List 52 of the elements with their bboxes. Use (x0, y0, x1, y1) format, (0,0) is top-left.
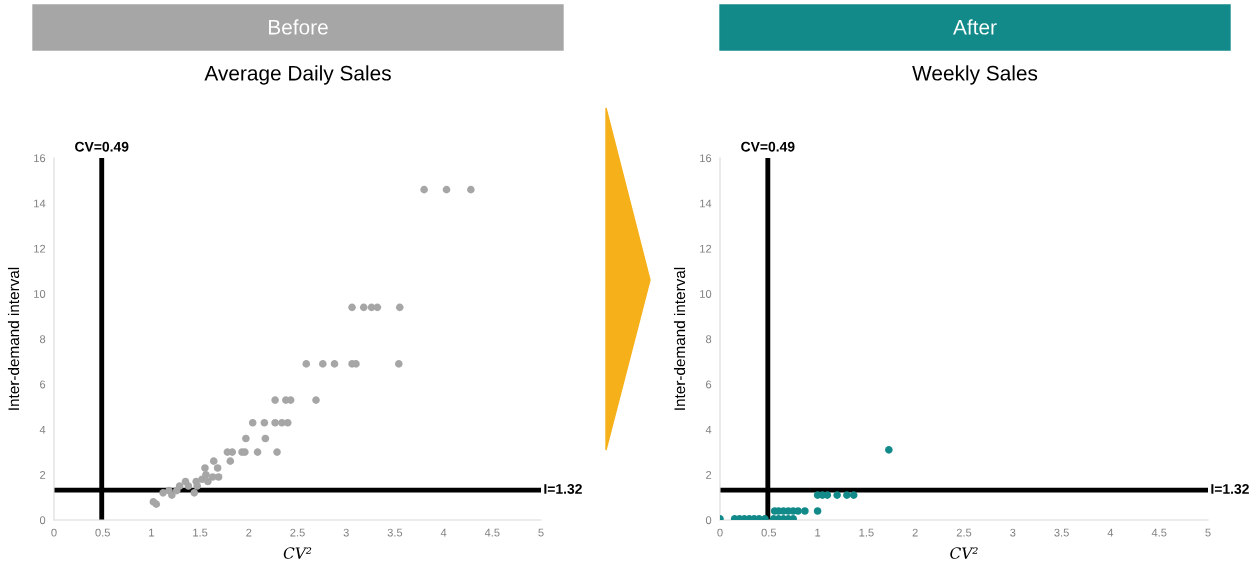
y-tick-label: 8 (39, 335, 46, 344)
x-tick-label: 2.5 (956, 528, 972, 537)
x-tick-label: 5 (1205, 528, 1211, 537)
x-tick-label: 4 (1107, 528, 1114, 537)
x-tick-label: 4 (440, 528, 447, 537)
y-tick-label: 4 (39, 425, 46, 434)
ref-line-label: I=1.32 (544, 484, 582, 494)
x-tick-label: 1.5 (859, 528, 874, 537)
y-tick-label: 0 (705, 516, 712, 525)
x-tick-label: 3.5 (387, 528, 403, 537)
y-tick-label: 6 (706, 380, 712, 389)
chart-subtitle: Average Daily Sales (204, 65, 391, 85)
x-tick-label: 2 (246, 528, 252, 537)
x-tick-label: 3.5 (1054, 528, 1069, 537)
chart-title: Before (269, 19, 328, 35)
x-tick-label: 0.5 (761, 528, 777, 537)
x-tick-label: 5 (538, 528, 544, 537)
y-tick-label: 2 (40, 471, 46, 479)
x-tick-label: 2 (912, 528, 918, 537)
x-tick-label: 1.5 (193, 528, 208, 537)
x-tick-label: 3 (1010, 528, 1016, 537)
x-tick-label: 1 (149, 528, 154, 537)
x-tick-label: 0.5 (95, 528, 110, 537)
x-tick-label: 1 (815, 528, 821, 537)
y-tick-label: 10 (700, 290, 712, 298)
y-tick-label: 4 (705, 425, 712, 434)
y-axis-title: Inter-demand interval (673, 267, 686, 410)
y-tick-label: 14 (700, 199, 712, 208)
y-tick-label: 12 (700, 244, 712, 253)
y-tick-label: 12 (34, 244, 46, 253)
ref-line-label: I=1.32 (1211, 484, 1249, 494)
x-tick-label: 0 (51, 528, 57, 537)
x-tick-label: 2.5 (290, 528, 305, 537)
ref-line-label: CV=0.49 (75, 141, 129, 152)
ref-line-label: CV=0.49 (741, 141, 795, 152)
chart-subtitle: Weekly Sales (912, 65, 1038, 85)
x-tick-label: 0 (717, 528, 723, 537)
x-axis-title: CV² (283, 547, 312, 559)
y-tick-label: 10 (34, 290, 46, 298)
y-tick-label: 2 (706, 471, 712, 479)
x-tick-label: 4.5 (1151, 528, 1167, 537)
x-tick-label: 4.5 (484, 528, 500, 537)
y-tick-label: 16 (700, 154, 712, 163)
y-tick-label: 16 (34, 154, 46, 163)
chart-title: After (953, 19, 997, 35)
y-tick-label: 6 (40, 380, 46, 389)
y-axis-title: Inter-demand interval (7, 267, 20, 410)
y-tick-label: 0 (39, 516, 46, 525)
y-tick-label: 14 (34, 199, 46, 208)
x-tick-label: 3 (343, 528, 349, 537)
x-axis-title: CV² (950, 547, 978, 559)
y-tick-label: 8 (705, 335, 712, 344)
